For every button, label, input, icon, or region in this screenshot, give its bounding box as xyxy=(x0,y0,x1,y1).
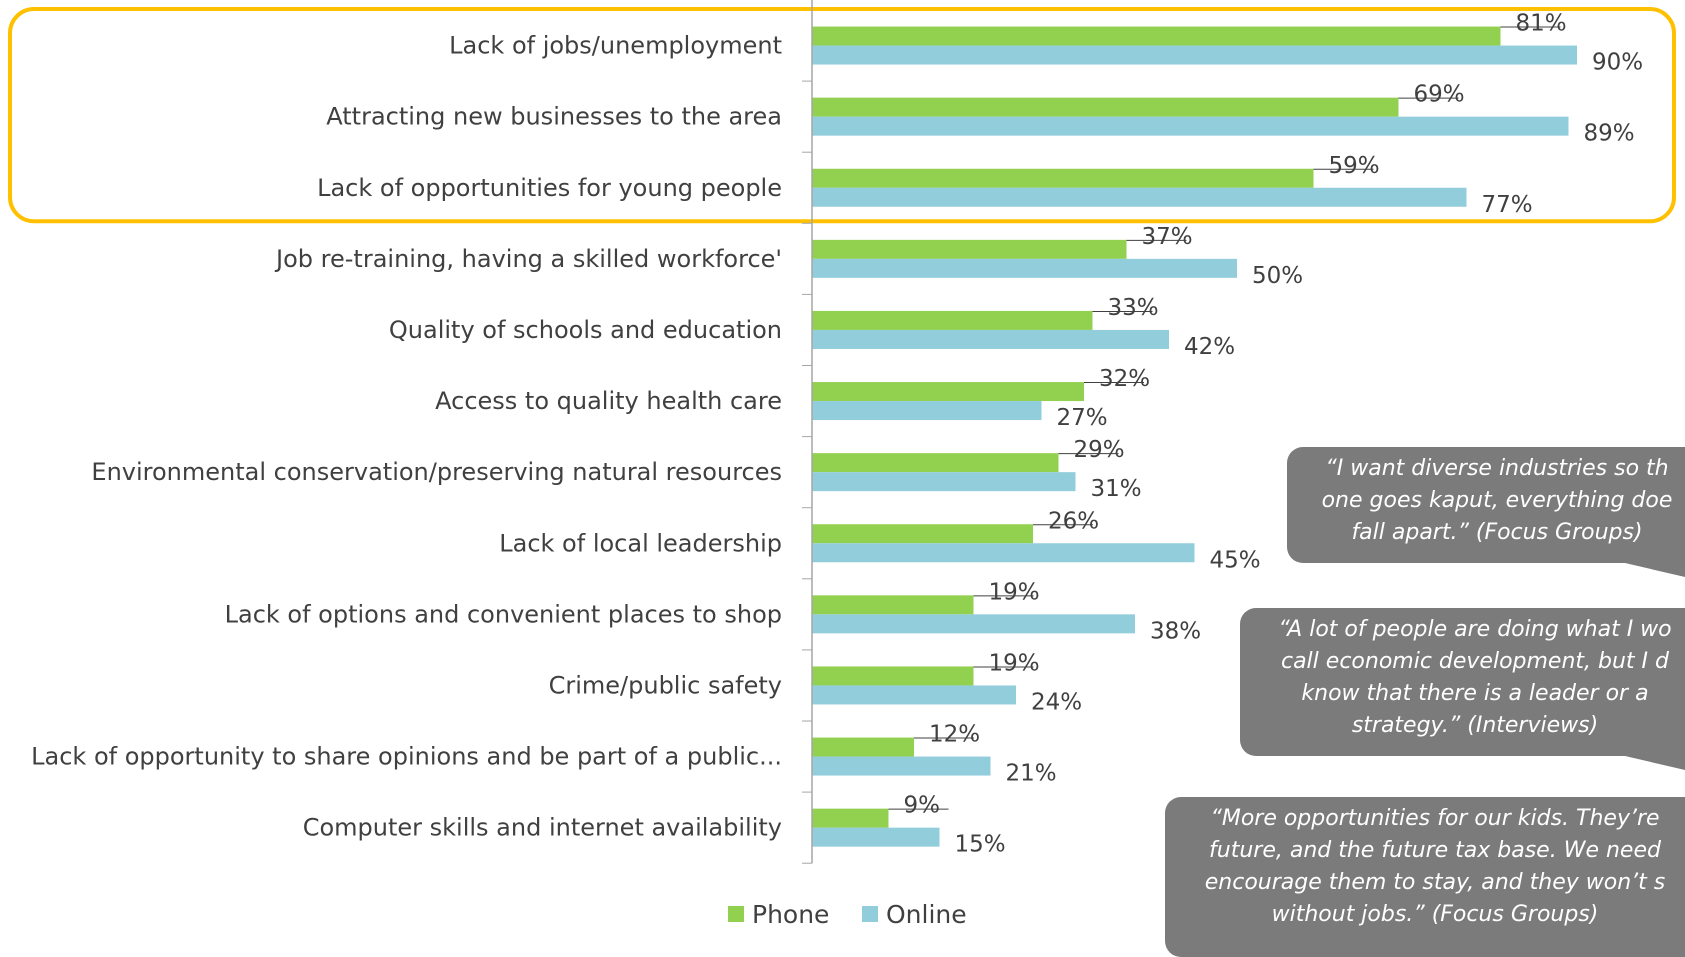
bar-online xyxy=(812,685,1016,705)
quote-line: call economic development, but I d xyxy=(1280,649,1669,674)
bar-online xyxy=(812,45,1577,65)
value-label-online: 27% xyxy=(1057,405,1108,431)
value-label-online: 90% xyxy=(1592,50,1643,76)
value-label-online: 31% xyxy=(1091,476,1142,502)
bar-phone xyxy=(812,666,974,686)
bar-phone xyxy=(812,239,1127,259)
quote-line: one goes kaput, everything doe xyxy=(1321,488,1673,513)
bar-online xyxy=(812,543,1195,563)
value-label-phone: 26% xyxy=(1048,508,1099,534)
chart-area: Lack of jobs/unemployment 81% 90% Attractin… xyxy=(8,0,1676,929)
bar-phone xyxy=(812,524,1033,544)
value-label-phone: 19% xyxy=(989,650,1040,676)
value-label-phone: 33% xyxy=(1108,295,1159,321)
value-label-online: 77% xyxy=(1482,192,1533,218)
bar-online xyxy=(812,401,1042,421)
bar-online xyxy=(812,258,1237,278)
category-label: Quality of schools and education xyxy=(389,316,782,344)
category-label: Lack of local leadership xyxy=(499,529,782,557)
quote-tail xyxy=(1625,756,1685,770)
legend-swatch-online xyxy=(862,906,878,922)
value-label-online: 38% xyxy=(1150,618,1201,644)
value-label-phone: 32% xyxy=(1099,366,1150,392)
value-label-phone: 12% xyxy=(929,722,980,748)
value-label-online: 21% xyxy=(1006,761,1057,787)
category-label: Environmental conservation/preserving na… xyxy=(91,458,782,486)
category-label: Attracting new businesses to the area xyxy=(326,103,782,131)
value-label-online: 45% xyxy=(1210,547,1261,573)
bar-phone xyxy=(812,168,1314,188)
quote-line: fall apart.” (Focus Groups) xyxy=(1351,520,1643,545)
bar-online xyxy=(812,756,991,776)
value-label-online: 24% xyxy=(1031,689,1082,715)
bar-phone xyxy=(812,26,1501,46)
value-label-phone: 37% xyxy=(1142,224,1193,250)
value-label-phone: 19% xyxy=(989,579,1040,605)
category-label: Lack of jobs/unemployment xyxy=(449,32,782,60)
category-label: Crime/public safety xyxy=(549,671,782,699)
bar-phone xyxy=(812,808,889,828)
quote-line: strategy.” (Interviews) xyxy=(1351,713,1599,738)
quote-callout-diverse-industries: “I want diverse industries so th one goe… xyxy=(1287,447,1685,563)
bar-online xyxy=(812,187,1467,207)
category-label: Lack of opportunities for young people xyxy=(317,174,782,202)
bar-online xyxy=(812,472,1076,492)
bar-phone xyxy=(812,737,914,757)
value-label-phone: 29% xyxy=(1074,437,1125,463)
highlight-box xyxy=(8,7,1676,224)
value-label-phone: 59% xyxy=(1329,153,1380,179)
quote-line: without jobs.” (Focus Groups) xyxy=(1271,902,1599,927)
legend: Phone Online xyxy=(728,900,967,929)
value-label-online: 15% xyxy=(955,832,1006,858)
quote-tail xyxy=(1625,563,1685,577)
legend-label-online: Online xyxy=(886,900,967,929)
quote-line: “A lot of people are doing what I wo xyxy=(1278,617,1672,642)
bar-online xyxy=(812,614,1135,634)
quote-line: “I want diverse industries so th xyxy=(1325,456,1669,481)
category-label: Lack of opportunity to share opinions an… xyxy=(31,743,782,771)
quote-line: know that there is a leader or a xyxy=(1301,681,1649,706)
bar-phone xyxy=(812,310,1093,330)
quote-line: “More opportunities for our kids. They’r… xyxy=(1210,806,1660,831)
category-label: Lack of options and convenient places to… xyxy=(225,600,782,628)
bar-phone xyxy=(812,97,1399,117)
bar-online xyxy=(812,329,1169,349)
bar-phone xyxy=(812,453,1059,473)
bar-phone xyxy=(812,595,974,615)
quote-callout-opportunities-for-kids: “More opportunities for our kids. They’r… xyxy=(1165,797,1685,957)
value-label-phone: 9% xyxy=(904,793,941,819)
bar-phone xyxy=(812,382,1084,402)
value-label-online: 42% xyxy=(1184,334,1235,360)
legend-swatch-phone xyxy=(728,906,744,922)
category-label: Access to quality health care xyxy=(435,387,782,415)
quote-line: encourage them to stay, and they won’t s xyxy=(1204,870,1666,895)
quote-callout-economic-development: “A lot of people are doing what I wo cal… xyxy=(1240,608,1685,756)
quote-line: future, and the future tax base. We need xyxy=(1209,838,1661,863)
bar-online xyxy=(812,827,940,847)
bar-online xyxy=(812,116,1569,136)
value-label-online: 89% xyxy=(1584,121,1635,147)
value-label-phone: 81% xyxy=(1516,11,1567,37)
value-label-phone: 69% xyxy=(1414,82,1465,108)
category-label: Computer skills and internet availabilit… xyxy=(303,814,782,842)
category-label: Job re-training, having a skilled workfo… xyxy=(274,245,782,273)
value-label-online: 50% xyxy=(1252,263,1303,289)
legend-label-phone: Phone xyxy=(752,900,829,929)
